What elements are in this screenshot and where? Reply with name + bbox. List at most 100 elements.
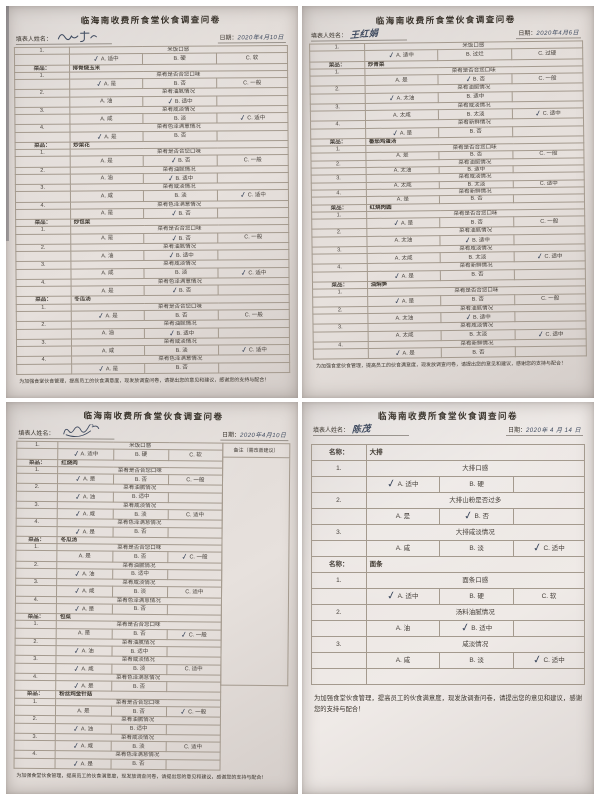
- checkmark-icon: ✓: [74, 508, 83, 520]
- checkmark-icon: ✓: [169, 208, 179, 219]
- table-row: 名称： 面条: [311, 556, 586, 573]
- checkmark-icon: ✓: [180, 629, 189, 640]
- option-cell: B. 否: [441, 346, 516, 358]
- blank-cell: [312, 313, 368, 325]
- blank-cell: [16, 286, 71, 297]
- option-cell: ✓A. 是: [69, 78, 144, 90]
- survey-table: 1. 米饭口感 ✓A. 适中 B. 硬 C. 软菜品： 红烧肉 1. 菜肴是否合您口味 ✓A. …: [14, 441, 223, 771]
- footer-note: 为加强食堂伙食管理，提高员工的伙食满意度，现发放调查问卷，请提出您的意见和建议，…: [314, 695, 582, 713]
- question-cell: 大排咸淡情况: [365, 524, 586, 541]
- questionnaire-photo-bottom-left: 临海南收费所食堂伙食调查问卷 填表人姓名： 日期：2020年4月10日 1. 米饭…: [6, 402, 298, 794]
- row-number-cell: 3.: [311, 524, 367, 541]
- option-cell: B. 否: [110, 758, 167, 770]
- blank-cell: [311, 218, 367, 230]
- survey-table-zone: 1. 米饭口感 ✓A. 适中 B. 硬 C. 软菜品： 排骨烧玉米 1. 菜肴是否合您口味 ✓A…: [14, 45, 290, 375]
- blank-cell: [310, 110, 366, 122]
- empty-cell: [365, 668, 586, 685]
- checkmark-icon: ✓: [179, 706, 188, 717]
- checkmark-icon: ✓: [464, 74, 473, 85]
- option-cell: ✓A. 是: [57, 473, 114, 485]
- table-row: ✓A. 是 B. 否: [313, 345, 587, 360]
- option-cell: ✓B. 否: [439, 508, 514, 525]
- option-cell: ✓B. 否: [144, 285, 219, 296]
- option-cell: B. 适中: [112, 491, 169, 503]
- blank-cell: [15, 268, 71, 280]
- option-cell: ✓C. 一般: [166, 706, 221, 718]
- form-title: 临海南收费所食堂伙食调查问卷: [80, 14, 221, 26]
- footer-note: 为加强食堂伙食管理，提高员工的伙食满意度，现发放调查问卷，请提出您的意见和建议，…: [16, 772, 267, 781]
- option-cell: C. 一般: [168, 474, 223, 486]
- checkmark-icon: ✓: [74, 491, 83, 502]
- dish-name-cell: 大排: [365, 444, 586, 461]
- date-field: 日期：2020年4月6日: [516, 27, 582, 40]
- checkmark-icon: ✓: [392, 270, 402, 282]
- option-cell: ✓C. 适中: [217, 267, 290, 278]
- checkmark-icon: ✓: [72, 740, 81, 751]
- option-cell: B. 硬: [439, 588, 514, 605]
- name-label: 填表人姓名：: [310, 33, 348, 40]
- checkmark-icon: ✓: [388, 92, 397, 103]
- option-cell: ✓A. 咸: [56, 586, 113, 597]
- questionnaire-photo-top-right: 临海南收费所食堂伙食调查问卷 填表人姓名： 王红娟 日期：2020年4月6日 1…: [302, 6, 594, 398]
- option-cell: ✓A. 是: [56, 603, 113, 615]
- option-cell: A. 咸: [365, 652, 441, 669]
- option-cell: [216, 95, 288, 106]
- option-cell: [217, 172, 289, 184]
- option-cell: ✓B. 否: [143, 207, 218, 219]
- option-cell: A. 油: [365, 620, 441, 637]
- remarks-column: 备注（需改善建议）: [219, 442, 291, 687]
- option-cell: B. 否: [111, 628, 168, 640]
- option-cell: B. 否: [111, 681, 167, 693]
- option-cell: ✓A. 油: [55, 723, 111, 734]
- checkmark-icon: ✓: [536, 328, 546, 340]
- checkmark-icon: ✓: [74, 526, 83, 537]
- option-cell: B. 适中: [112, 569, 168, 580]
- option-cell: ✓C. 适中: [218, 344, 290, 356]
- option-cell: ✓A. 适中: [57, 448, 114, 460]
- option-cell: A. 油: [70, 328, 145, 339]
- checkmark-icon: ✓: [535, 251, 545, 262]
- option-cell: B. 否: [144, 310, 219, 321]
- name-field: 填表人姓名： 陈茂: [313, 423, 409, 436]
- blank-cell: [311, 508, 367, 525]
- option-cell: [166, 724, 220, 735]
- option-cell: B. 否: [113, 474, 169, 485]
- option-cell: ✓A. 是: [70, 310, 145, 322]
- option-cell: B. 淡: [110, 741, 167, 752]
- footer-note: 为加强食堂伙食管理，提高员工的伙食满意度，现发放调查问卷，请提出您的意见和建议，…: [315, 360, 567, 370]
- blank-cell: [15, 251, 71, 262]
- option-cell: C. 一般: [217, 232, 289, 243]
- table-row: A. 油 ✓B. 适中: [311, 620, 585, 637]
- option-cell: A. 咸: [69, 113, 144, 125]
- option-cell: ✓A. 适中: [365, 476, 441, 493]
- option-cell: B. 淡: [144, 345, 219, 356]
- option-cell: ✓B. 否: [143, 155, 218, 167]
- option-cell: ✓C. 适中: [217, 189, 289, 201]
- blank-cell: [14, 705, 56, 716]
- blank-cell: [311, 476, 367, 493]
- blank-cell: [16, 311, 71, 322]
- row-number-cell: 2.: [311, 492, 367, 509]
- option-cell: A. 咸: [70, 268, 145, 280]
- table-row: ✓A. 是 B. 否: [16, 362, 290, 375]
- survey-table-zone: 名称： 大排 1. 大排口感 ✓A. 适中 B. 硬 2. 大排山粉是否过多 A. 是 ✓B. 否…: [311, 444, 586, 685]
- survey-table-zone: 1. 米饭口感 ✓A. 适中 B. 过烂 C. 过硬 菜品： 炒青菜 1. 菜肴是否合您口味 A.…: [309, 40, 587, 360]
- checkmark-icon: ✓: [95, 78, 104, 90]
- empty-cell: [311, 668, 367, 685]
- option-cell: ✓C. 适中: [513, 652, 585, 669]
- survey-table-zone: 1. 米饭口感 ✓A. 适中 B. 硬 C. 软菜品： 红烧肉 1. 菜肴是否合您口味 ✓A. …: [14, 441, 223, 771]
- blank-cell: [14, 54, 70, 65]
- survey-table: 1. 米饭口感 ✓A. 适中 B. 硬 C. 软菜品： 排骨烧玉米 1. 菜肴是否合您口味 ✓A…: [14, 45, 290, 375]
- option-cell: ✓B. 适中: [143, 95, 217, 107]
- table-row: A. 是 ✓B. 否: [311, 508, 585, 525]
- question-cell: 汤料油腻情况: [365, 604, 586, 621]
- question-cell: 大排山粉是否过多: [365, 492, 586, 509]
- table-row: ✓A. 适中 B. 硬: [311, 476, 585, 493]
- blank-cell: [14, 79, 70, 90]
- checkmark-icon: ✓: [239, 190, 248, 201]
- form-meta-row: 填表人姓名： 陈茂 日期：2020年 4 月 14 日: [313, 423, 583, 436]
- option-cell: A. 是: [70, 208, 144, 220]
- form-meta-row: 填表人姓名： 日期：2020年4月10日: [18, 423, 289, 442]
- blank-cell: [16, 473, 58, 484]
